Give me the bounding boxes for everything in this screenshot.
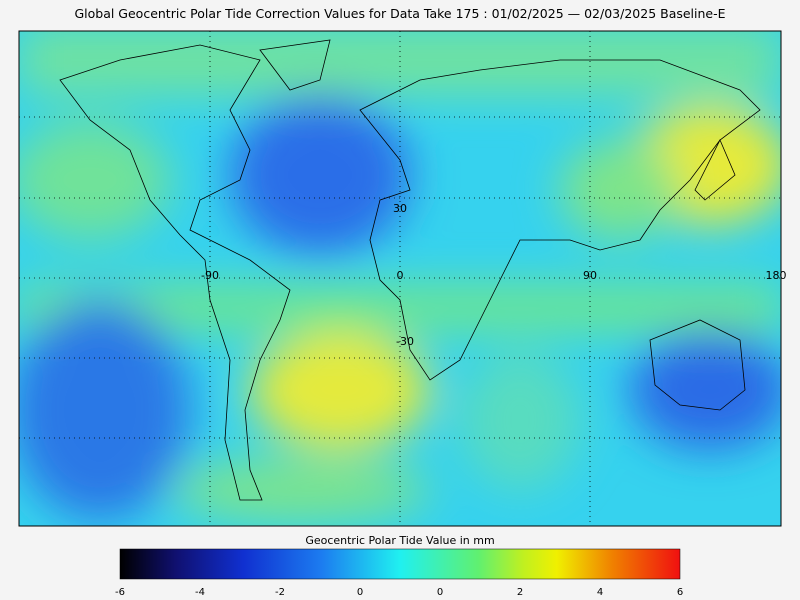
latitude-label: -30: [396, 335, 414, 348]
longitude-label: 90: [583, 269, 597, 282]
colorbar-tick-label: 6: [677, 587, 683, 598]
colorbar-tick-label: 0: [437, 587, 443, 598]
colorbar-tick-label: 2: [517, 587, 523, 598]
map-frame: [18, 30, 782, 527]
longitude-label: 0: [397, 269, 404, 282]
colorbar-tick-label: -2: [275, 587, 285, 598]
colorbar-tick-label: -4: [195, 587, 205, 598]
colorbar-label: Geocentric Polar Tide Value in mm: [305, 534, 494, 547]
colorbar-tick-label: -6: [115, 587, 125, 598]
latitude-label: 30: [393, 202, 407, 215]
tide-field: [19, 31, 781, 526]
title: Global Geocentric Polar Tide Correction …: [74, 6, 725, 21]
colorbar-tick-label: 4: [597, 587, 603, 598]
colorbar-tick-label: 0: [357, 587, 363, 598]
colorbar: [119, 548, 681, 580]
longitude-label: 180: [766, 269, 787, 282]
longitude-label: -90: [201, 269, 219, 282]
